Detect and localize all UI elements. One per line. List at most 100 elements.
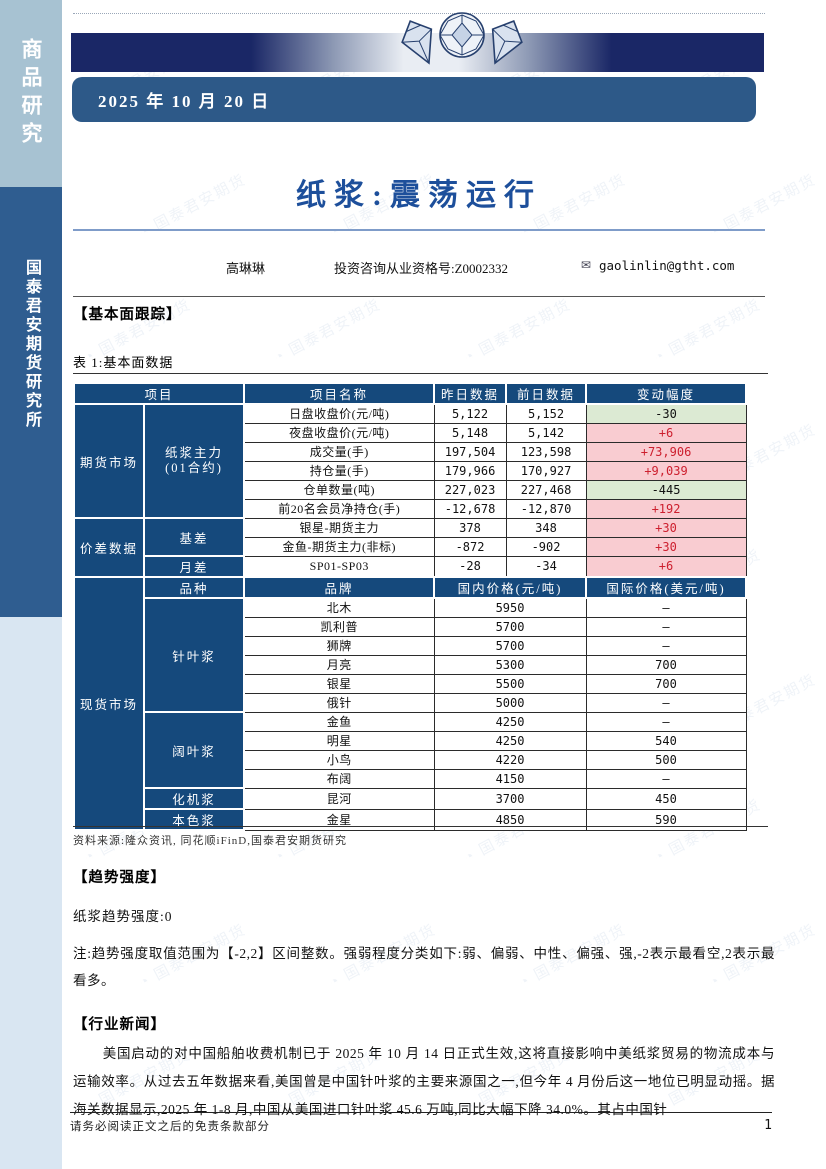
table-row: 银星 5500 700: [74, 673, 747, 694]
group-futures-market: 期货市场: [73, 403, 145, 519]
group-basis: 基差: [142, 517, 246, 557]
cell-yesterday: 179,966: [433, 460, 507, 481]
table-row: 俄针 5000 –: [74, 692, 747, 713]
sidebar-bottom-band: [0, 617, 62, 1169]
cell-item-name: 成交量(手): [243, 441, 435, 462]
table-row: 针叶浆 北木 5950 –: [74, 597, 747, 713]
cell-prev: -34: [505, 555, 587, 578]
cell-international-price: –: [585, 597, 747, 618]
cell-domestic-price: 5950: [433, 597, 587, 618]
cell-brand: 金星: [243, 808, 435, 831]
fundamental-table: 项目 项目名称 昨日数据 前日数据 变动幅度 期货市场 纸浆主力 (01合约) …: [72, 382, 748, 831]
group-unbleached-pulp: 本色浆: [142, 808, 246, 831]
report-date: 2025 年 10 月 20 日: [98, 92, 271, 111]
cell-international-price: 450: [585, 787, 747, 810]
group-spot-market: 现货市场: [73, 576, 145, 831]
table-row: 月差 SP01-SP03 -28 -34 +6: [74, 555, 747, 578]
cell-international-price: –: [585, 635, 747, 656]
cell-yesterday: 5,148: [433, 422, 507, 443]
cell-domestic-price: 3700: [433, 787, 587, 810]
diamonds-logo: [401, 12, 523, 65]
col-header-yesterday: 昨日数据: [433, 382, 508, 405]
sidebar-institute-label: 国泰君安期货研究所: [23, 259, 40, 430]
cell-item-name: 持仓量(手): [243, 460, 435, 481]
cell-domestic-price: 4150: [433, 768, 587, 789]
col-header-brand: 品牌: [243, 576, 436, 599]
table-row: 前20名会员净持仓(手) -12,678 -12,870 +192: [74, 498, 747, 519]
author-qualification: 投资咨询从业资格号:Z0002332: [334, 261, 509, 276]
cell-item-name: 金鱼-期货主力(非标): [243, 536, 435, 557]
cell-international-price: 700: [585, 673, 747, 694]
cell-change: +73,906: [585, 441, 747, 462]
group-softwood-pulp: 针叶浆: [142, 597, 246, 713]
col-header-variety: 品种: [142, 576, 246, 599]
table-row: 仓单数量(吨) 227,023 227,468 -445: [74, 479, 747, 500]
table-header-row: 项目 项目名称 昨日数据 前日数据 变动幅度: [72, 382, 748, 405]
cell-item-name: 银星-期货主力: [243, 517, 435, 538]
cell-brand: 昆河: [243, 787, 435, 810]
section-heading-news: 【行业新闻】: [73, 1017, 166, 1033]
cell-change: +6: [585, 422, 747, 443]
sidebar-institute-band: 国泰君安期货研究所: [0, 187, 62, 617]
email-icon: ✉: [581, 258, 592, 272]
title-rule: [73, 229, 765, 231]
cell-yesterday: -872: [433, 536, 507, 557]
date-bar: 2025 年 10 月 20 日: [72, 77, 756, 122]
cell-brand: 明星: [243, 730, 435, 751]
author-email[interactable]: gaolinlin@gtht.com: [599, 258, 735, 273]
cell-international-price: 590: [585, 808, 747, 831]
cell-brand: 小鸟: [243, 749, 435, 770]
cell-yesterday: -12,678: [433, 498, 507, 519]
table-row: 化机浆 昆河 3700 450: [74, 787, 747, 810]
cell-domestic-price: 5300: [433, 654, 587, 675]
col-header-change: 变动幅度: [585, 382, 748, 405]
cell-domestic-price: 4250: [433, 730, 587, 751]
cell-item-name: SP01-SP03: [243, 555, 435, 578]
cell-brand: 布阔: [243, 768, 435, 789]
cell-change: +6: [585, 555, 747, 578]
sidebar-category-band: 商品研究: [0, 0, 62, 187]
page-title: 纸浆:震荡运行: [296, 179, 542, 212]
cell-international-price: 540: [585, 730, 747, 751]
cell-change: +192: [585, 498, 747, 519]
cell-brand: 俄针: [243, 692, 435, 713]
cell-brand: 北木: [243, 597, 435, 618]
table-row: 小鸟 4220 500: [74, 749, 747, 770]
cell-international-price: 500: [585, 749, 747, 770]
cell-brand: 月亮: [243, 654, 435, 675]
cell-international-price: 700: [585, 654, 747, 675]
cell-domestic-price: 4850: [433, 808, 587, 831]
sidebar-category-label: 商品研究: [19, 37, 43, 150]
table-row: 期货市场 纸浆主力 (01合约) 日盘收盘价(元/吨) 5,122 5,152 …: [73, 403, 747, 519]
group-bctmp-pulp: 化机浆: [142, 787, 246, 810]
table-row: 本色浆 金星 4850 590: [74, 808, 747, 831]
cell-domestic-price: 4250: [433, 711, 587, 732]
cell-item-name: 夜盘收盘价(元/吨): [243, 422, 435, 443]
table-row: 阔叶浆 金鱼 4250 –: [74, 711, 747, 789]
cell-brand: 金鱼: [243, 711, 435, 732]
table-source-note: 资料来源:隆众资讯, 同花顺iFinD,国泰君安期货研究: [73, 826, 768, 848]
col-header-international-price: 国际价格(美元/吨): [585, 576, 748, 599]
group-hardwood-pulp: 阔叶浆: [142, 711, 246, 789]
cell-prev: -12,870: [505, 498, 587, 519]
cell-international-price: –: [585, 768, 747, 789]
cell-change: +30: [585, 517, 747, 538]
cell-prev: 5,152: [505, 403, 587, 424]
cell-domestic-price: 5000: [433, 692, 587, 713]
col-header-item: 项目: [72, 382, 246, 405]
footer-disclaimer: 请务必阅读正文之后的免责条款部分: [70, 1121, 270, 1133]
col-header-item-name: 项目名称: [243, 382, 436, 405]
col-header-domestic-price: 国内价格(元/吨): [433, 576, 588, 599]
cell-international-price: –: [585, 711, 747, 732]
cell-domestic-price: 5700: [433, 635, 587, 656]
cell-domestic-price: 5500: [433, 673, 587, 694]
cell-prev: -902: [505, 536, 587, 557]
page-number: 1: [764, 1118, 772, 1133]
cell-yesterday: 197,504: [433, 441, 507, 462]
cell-brand: 狮牌: [243, 635, 435, 656]
col-header-prev-day: 前日数据: [505, 382, 588, 405]
cell-change: -445: [585, 479, 747, 500]
top-dotted-rule: [73, 13, 765, 14]
cell-brand: 银星: [243, 673, 435, 694]
cell-item-name: 前20名会员净持仓(手): [243, 498, 435, 519]
